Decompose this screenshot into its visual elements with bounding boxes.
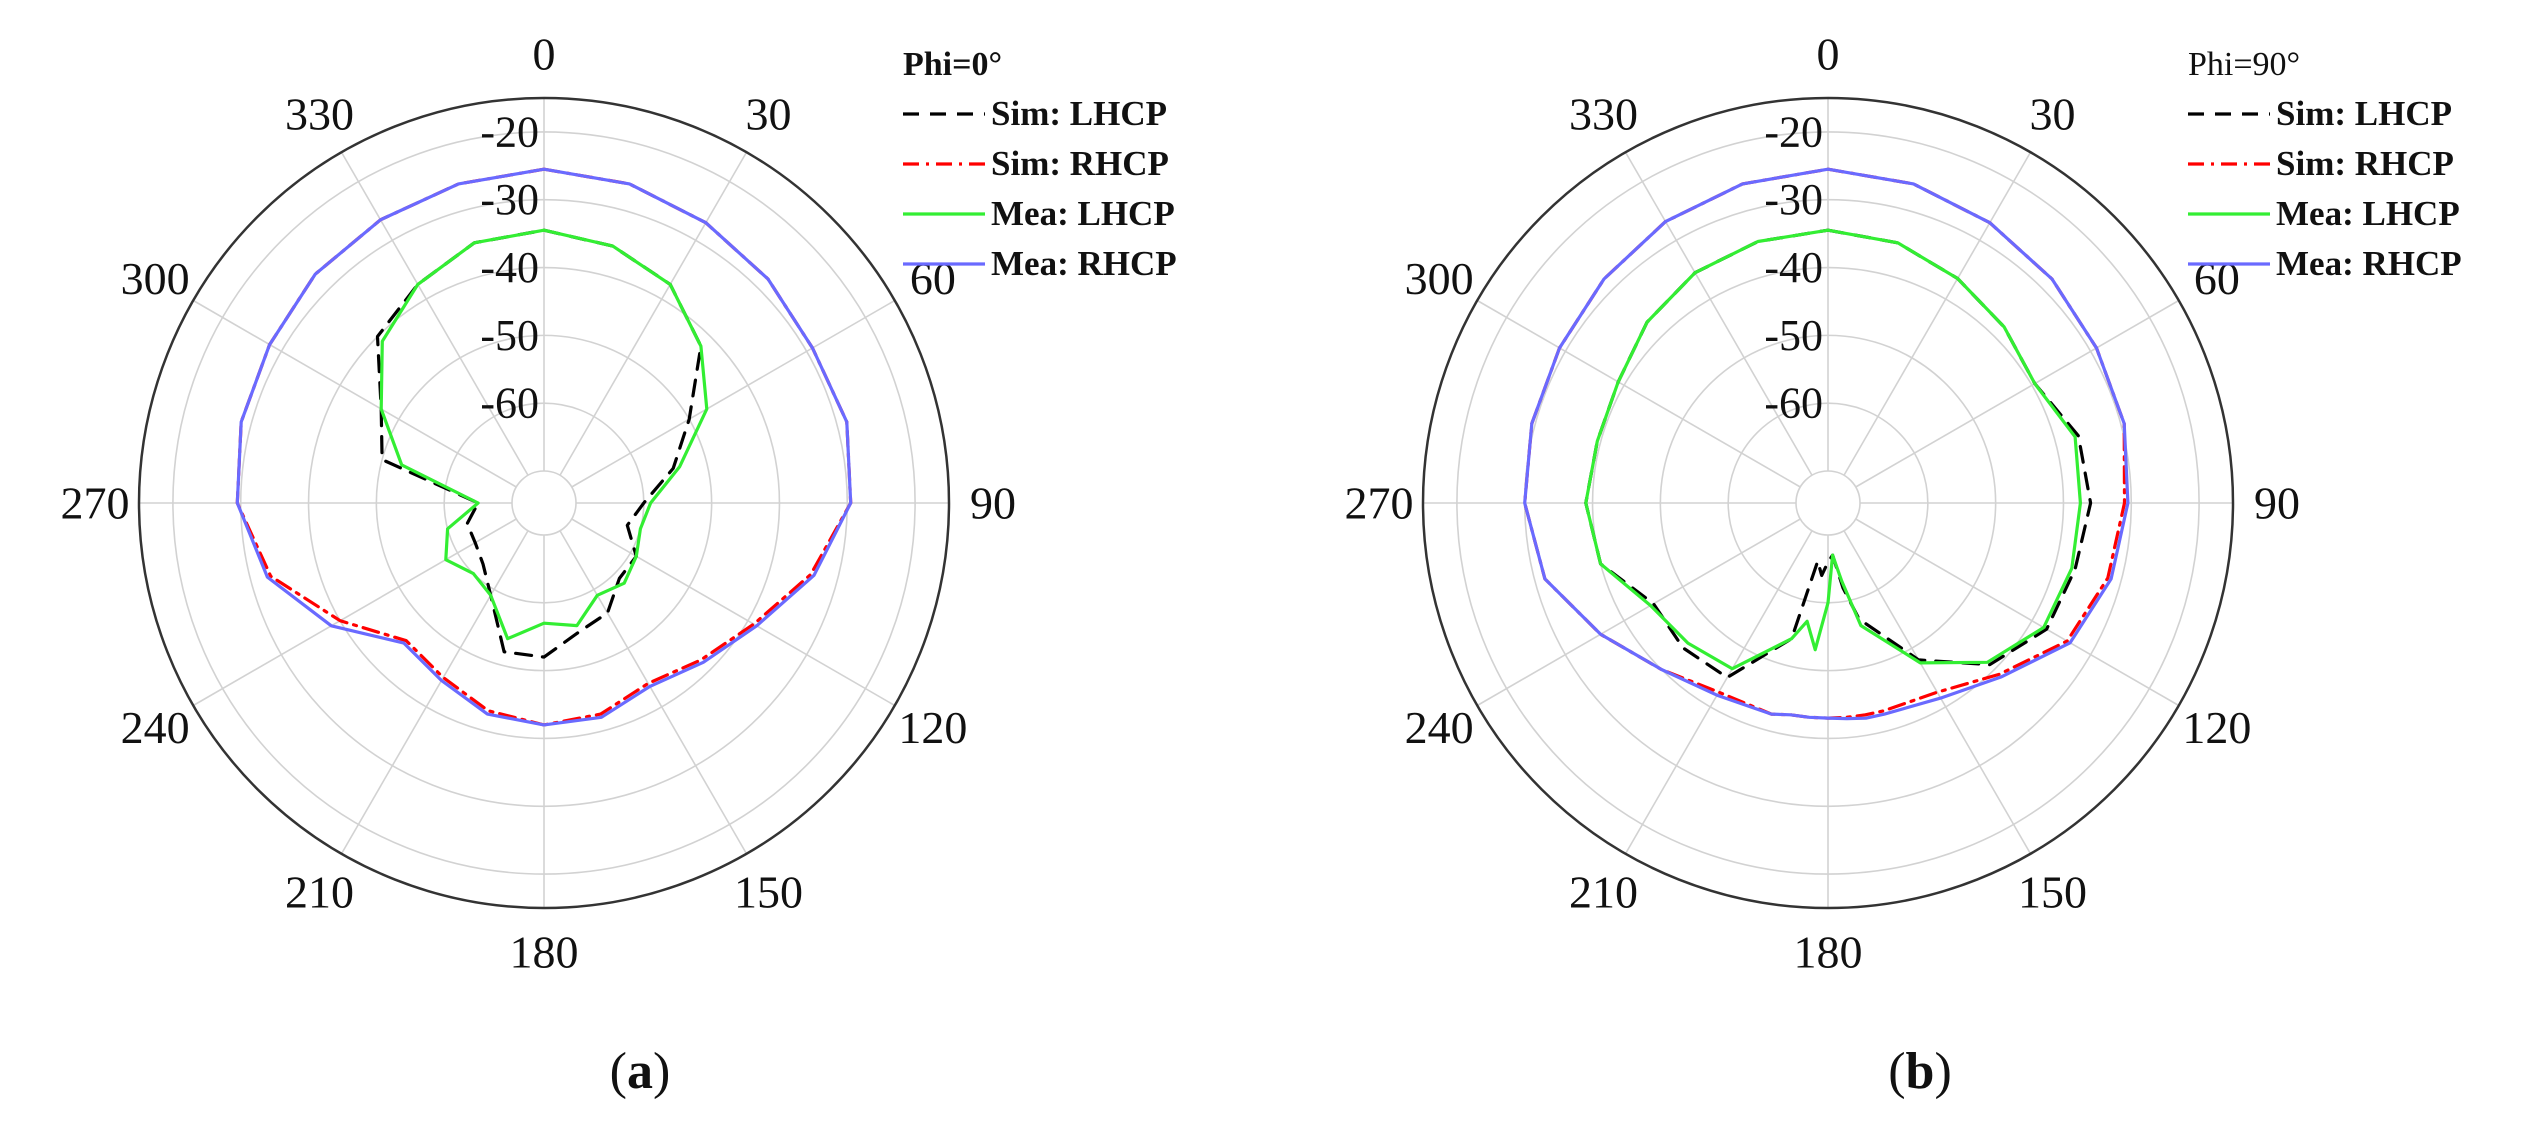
angle-tick-0-b: 0 xyxy=(1817,29,1840,80)
angle-tick-330-a: 330 xyxy=(285,89,354,140)
spoke-60-a xyxy=(571,299,896,488)
angle-tick-150-a: 150 xyxy=(734,866,803,917)
spoke-240-a xyxy=(192,518,517,707)
ring-40-a xyxy=(307,266,781,740)
angle-tick-240-b: 240 xyxy=(1405,702,1474,753)
legend-label-2-a: Sim: RHCP xyxy=(991,144,1169,183)
angle-tick-210-a: 210 xyxy=(285,866,354,917)
spoke-210-a xyxy=(340,530,529,855)
inner-ring-b xyxy=(1795,470,1861,536)
radial-tick-60-a: -60 xyxy=(480,379,539,428)
polar-grid-a xyxy=(137,96,951,910)
angle-tick-0-a: 0 xyxy=(533,29,556,80)
angle-tick-240-a: 240 xyxy=(121,702,190,753)
panel-caption-b: (b) xyxy=(1888,1043,1952,1100)
legend-label-1-a: Sim: LHCP xyxy=(991,94,1167,133)
panel-caption-letter-b: b xyxy=(1906,1043,1935,1100)
series-group-b xyxy=(1523,167,2130,721)
ring-20-a xyxy=(172,131,916,875)
angle-tick-60-a: 60 xyxy=(910,253,956,304)
legend-a: Phi=0° Sim: LHCP Sim: RHCP Mea: LHCP Mea: R… xyxy=(903,46,1177,283)
polar-chart-a: 0 30 60 90 120 150 180 210 240 270 300 330 -20 -30 -40… xyxy=(61,29,1177,1101)
spoke-30-b xyxy=(1843,151,2032,476)
angle-tick-90-b: 90 xyxy=(2254,478,2300,529)
spoke-150-b xyxy=(1843,530,2032,855)
ring-40-b xyxy=(1591,266,2065,740)
angle-tick-300-a: 300 xyxy=(121,253,190,304)
radial-tick-20-a: -20 xyxy=(480,107,539,156)
angle-tick-180-a: 180 xyxy=(510,927,579,978)
spoke-330-a xyxy=(340,151,529,476)
legend-label-4-b: Mea: RHCP xyxy=(2276,244,2462,283)
polar-grid-b xyxy=(1421,96,2235,910)
legend-label-3-a: Mea: LHCP xyxy=(991,194,1175,233)
outer-ring-a xyxy=(137,96,951,910)
inner-ring-a xyxy=(511,470,577,536)
ring-50-b xyxy=(1659,334,1997,672)
angle-tick-210-b: 210 xyxy=(1569,866,1638,917)
series-line-3-a xyxy=(379,228,709,641)
radial-tick-20-b: -20 xyxy=(1764,107,1823,156)
ring-20-b xyxy=(1456,131,2200,875)
spoke-60-b xyxy=(1855,299,2180,488)
legend-title-a: Phi=0° xyxy=(903,46,1002,83)
angle-tick-270-b: 270 xyxy=(1345,478,1414,529)
radial-tick-30-a: -30 xyxy=(480,175,539,224)
angle-tick-180-b: 180 xyxy=(1794,927,1863,978)
angle-tick-90-a: 90 xyxy=(970,478,1016,529)
spoke-240-b xyxy=(1476,518,1801,707)
outer-ring-b xyxy=(1421,96,2235,910)
spoke-120-b xyxy=(1855,518,2180,707)
angle-tick-60-b: 60 xyxy=(2194,253,2240,304)
series-line-4-b xyxy=(1523,167,2130,721)
axis-labels-b: 0 30 60 90 120 150 180 210 240 270 300 330 -20 -30 -40… xyxy=(1345,29,2301,978)
legend-b: Phi=90° Sim: LHCP Sim: RHCP Mea: LHCP Mea: … xyxy=(2188,46,2462,283)
series-line-3-b xyxy=(1584,228,2082,671)
spoke-120-a xyxy=(571,518,896,707)
series-group-a xyxy=(235,167,853,727)
angle-tick-330-b: 330 xyxy=(1569,89,1638,140)
legend-label-2-b: Sim: RHCP xyxy=(2276,144,2454,183)
spoke-30-a xyxy=(559,151,748,476)
series-line-4-a xyxy=(235,167,853,727)
radial-tick-30-b: -30 xyxy=(1764,175,1823,224)
radial-tick-40-b: -40 xyxy=(1764,243,1823,292)
angle-tick-30-b: 30 xyxy=(2030,89,2076,140)
radial-tick-40-a: -40 xyxy=(480,243,539,292)
legend-label-3-b: Mea: LHCP xyxy=(2276,194,2460,233)
axis-labels-a: 0 30 60 90 120 150 180 210 240 270 300 330 -20 -30 -40… xyxy=(61,29,1017,978)
legend-label-1-b: Sim: LHCP xyxy=(2276,94,2452,133)
ring-30-a xyxy=(239,198,849,808)
polar-chart-b: 0 30 60 90 120 150 180 210 240 270 300 330 -20 -30 -40… xyxy=(1345,29,2462,1101)
panel-caption-letter-a: a xyxy=(627,1043,653,1100)
spoke-330-b xyxy=(1624,151,1813,476)
angle-tick-150-b: 150 xyxy=(2018,866,2087,917)
angle-tick-30-a: 30 xyxy=(746,89,792,140)
angle-tick-270-a: 270 xyxy=(61,478,130,529)
spoke-150-a xyxy=(559,530,748,855)
panel-caption-a: (a) xyxy=(610,1043,671,1100)
radial-tick-50-a: -50 xyxy=(480,311,539,360)
legend-title-b: Phi=90° xyxy=(2188,46,2300,83)
legend-label-4-a: Mea: RHCP xyxy=(991,244,1177,283)
spoke-300-b xyxy=(1476,299,1801,488)
angle-tick-120-a: 120 xyxy=(898,702,967,753)
spoke-300-a xyxy=(192,299,517,488)
angle-tick-300-b: 300 xyxy=(1405,253,1474,304)
radial-tick-60-b: -60 xyxy=(1764,379,1823,428)
radial-tick-50-b: -50 xyxy=(1764,311,1823,360)
ring-50-a xyxy=(375,334,713,672)
angle-tick-120-b: 120 xyxy=(2182,702,2251,753)
